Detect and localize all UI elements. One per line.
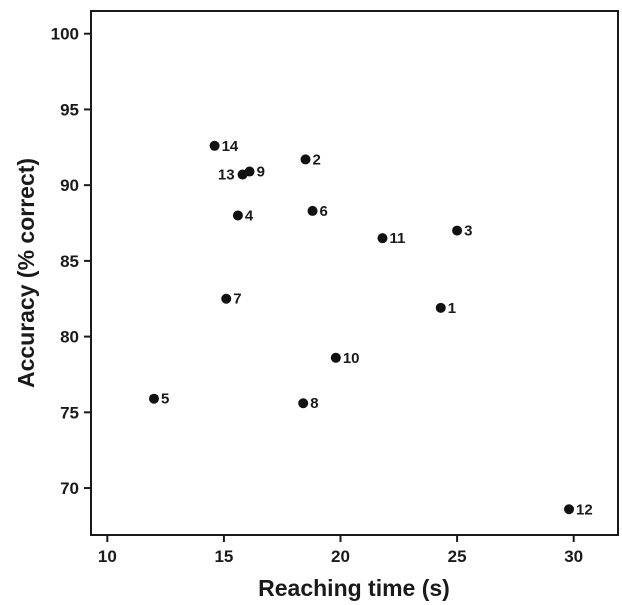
point-label: 8 [310, 395, 318, 412]
point-label: 13 [218, 167, 235, 184]
data-point [209, 140, 220, 151]
point-label: 2 [313, 151, 321, 168]
point-label: 6 [320, 203, 328, 220]
x-tick-label: 20 [331, 547, 350, 566]
point-label: 9 [257, 164, 265, 181]
data-point [377, 233, 388, 244]
y-axis: 70 75 80 85 90 95 100 [51, 25, 91, 498]
y-tick-label: 90 [60, 176, 79, 195]
data-point [330, 352, 341, 363]
data-point [237, 169, 248, 180]
x-tick-label: 30 [564, 547, 583, 566]
data-point [232, 210, 243, 221]
data-point [435, 302, 446, 313]
point-label: 3 [464, 223, 472, 240]
point-label: 10 [343, 350, 360, 367]
y-tick-label: 100 [51, 25, 79, 44]
x-tick-label: 25 [448, 547, 467, 566]
plot-frame [90, 10, 619, 536]
point-label: 7 [233, 291, 241, 308]
y-tick-label: 85 [60, 252, 79, 271]
data-point [307, 205, 318, 216]
data-point [452, 225, 463, 236]
y-tick-label: 75 [60, 403, 79, 422]
point-label: 1 [448, 300, 456, 317]
y-axis-title: Accuracy (% correct) [13, 158, 39, 388]
data-point [221, 293, 232, 304]
point-label: 11 [389, 230, 405, 247]
x-tick-label: 10 [98, 547, 117, 566]
y-tick-label: 80 [60, 328, 79, 347]
x-axis-title: Reaching time (s) [258, 575, 450, 601]
y-tick-label: 70 [60, 479, 79, 498]
data-point [564, 504, 575, 515]
x-axis: 10 15 20 25 30 [98, 535, 583, 566]
x-tick-label: 15 [214, 547, 233, 566]
data-point [148, 393, 159, 404]
data-point [298, 398, 309, 409]
point-label: 5 [161, 391, 169, 408]
y-tick-label: 95 [60, 100, 79, 119]
point-label: 14 [222, 138, 239, 155]
data-point [300, 154, 311, 165]
point-label: 4 [245, 207, 254, 224]
point-label: 12 [576, 501, 593, 518]
